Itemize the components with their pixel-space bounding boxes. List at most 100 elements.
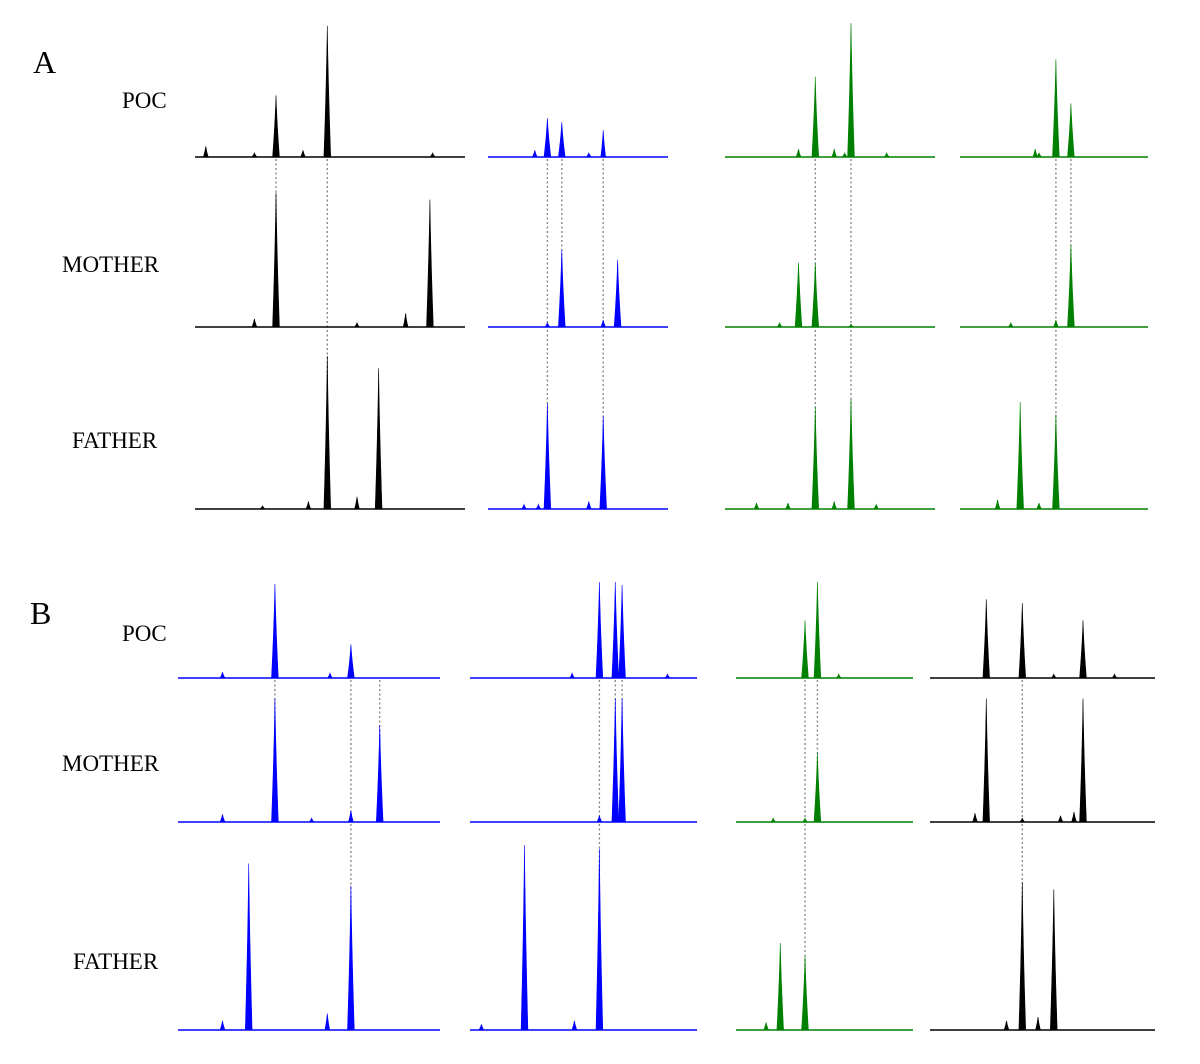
panel-b-col-1-father-peak-3 bbox=[324, 1013, 331, 1031]
panel-a-col-1-mother-peak-3 bbox=[353, 321, 361, 328]
panel-a-col-3-father-peak-5 bbox=[847, 398, 855, 510]
panel-a-col-2-poc-peak-4 bbox=[585, 152, 592, 158]
panel-a-row-label-father: FATHER bbox=[72, 428, 158, 453]
panel-b-col-4-mother-peak-6 bbox=[1079, 698, 1087, 823]
panel-a-col-1-mother-peak-4 bbox=[402, 313, 409, 328]
panel-b-col-1-father-peak-1 bbox=[219, 1020, 226, 1031]
panel-a-col-4-poc-peak-2 bbox=[1032, 148, 1039, 158]
panel-a-col-1-poc-peak-1 bbox=[202, 146, 209, 158]
panel-a-letter: A bbox=[33, 44, 57, 80]
panel-a-col-4-father-peak-4 bbox=[1052, 414, 1060, 510]
panel-a-col-3-mother-peak-4 bbox=[847, 323, 855, 328]
panel-b-col-4-father-peak-3 bbox=[1035, 1016, 1041, 1031]
panel-a-col-2-father-peak-5 bbox=[599, 415, 607, 510]
panel-b-col-1-father-peak-2 bbox=[244, 863, 253, 1031]
panel-a-col-1-father-peak-1 bbox=[259, 505, 266, 510]
panel-a-col-1-father-peak-2 bbox=[305, 501, 312, 510]
panel-b-col-4-mother-peak-4 bbox=[1057, 815, 1064, 823]
panel-a-col-1-poc-peak-5 bbox=[323, 25, 332, 158]
panel-b-col-3-father-peak-3 bbox=[801, 955, 809, 1031]
panel-b-col-2-father-peak-4 bbox=[595, 848, 604, 1031]
panel-b-row-label-father: FATHER bbox=[73, 949, 159, 974]
panel-a-row-label-poc: POC bbox=[122, 88, 167, 113]
panel-b-col-4-mother-peak-2 bbox=[982, 698, 990, 823]
panel-b-col-2-poc-peak-1 bbox=[569, 672, 576, 679]
panel-b-letter: B bbox=[30, 595, 52, 631]
panel-a-row-label-mother: MOTHER bbox=[62, 252, 160, 277]
panel-a-col-3-father-peak-1 bbox=[753, 502, 760, 510]
panel-a-col-3-mother-peak-3 bbox=[811, 262, 820, 328]
panel-a-col-4-father-peak-2 bbox=[1016, 401, 1024, 510]
panel-b-col-4-poc-peak-1 bbox=[982, 599, 990, 679]
panel-b-col-4-mother-peak-5 bbox=[1071, 811, 1077, 823]
panel-a-col-1-mother-peak-5 bbox=[426, 199, 434, 328]
panel-b-col-3-mother-peak-3 bbox=[813, 752, 822, 823]
panel-a-col-3-poc-peak-4 bbox=[841, 152, 848, 158]
panel-a-col-2-mother-peak-2 bbox=[558, 250, 566, 328]
panel-a-col-2-father-peak-2 bbox=[535, 503, 542, 510]
panel-b-col-4-poc-peak-5 bbox=[1111, 673, 1118, 679]
panel-a-col-4-poc-peak-3 bbox=[1052, 59, 1060, 158]
panel-b-col-4-mother-peak-3 bbox=[1019, 817, 1026, 823]
panel-a-col-2-father-peak-1 bbox=[521, 503, 527, 510]
panel-b-col-1-poc-peak-1 bbox=[219, 672, 226, 679]
panel-b-row-label-mother: MOTHER bbox=[62, 751, 160, 776]
panel-a-col-1-poc-peak-2 bbox=[251, 152, 258, 158]
panel-a-col-2-poc-peak-2 bbox=[543, 118, 552, 158]
panel-a-col-1-father-peak-5 bbox=[374, 368, 383, 510]
panel-b-col-2-poc-peak-5 bbox=[664, 673, 671, 679]
panel-a-col-2-father-peak-3 bbox=[543, 403, 552, 510]
panel-a-col-3-poc-peak-5 bbox=[847, 22, 855, 158]
panel-a-col-2-mother-peak-1 bbox=[544, 321, 551, 328]
panel-b-col-2-mother-peak-3 bbox=[618, 698, 626, 823]
panel-b-col-4-mother-peak-1 bbox=[972, 813, 978, 823]
panel-b-row-label-poc: POC bbox=[122, 621, 167, 646]
panel-a-col-4-poc-peak-1 bbox=[1035, 152, 1043, 158]
panel-b-col-4-poc-peak-4 bbox=[1079, 620, 1087, 679]
panel-b-col-2-poc-peak-2 bbox=[595, 581, 604, 679]
traces-layer bbox=[178, 22, 1155, 1031]
panel-b-col-3-poc-peak-1 bbox=[801, 620, 809, 679]
panel-b-col-3-mother-peak-1 bbox=[770, 817, 777, 823]
panel-b-col-2-poc-peak-3 bbox=[611, 581, 620, 679]
panel-a-col-1-poc-peak-4 bbox=[300, 150, 306, 158]
panel-b-col-1-mother-peak-1 bbox=[219, 814, 226, 823]
panel-b-col-3-father-peak-2 bbox=[776, 942, 784, 1031]
panel-b-col-1-poc-peak-4 bbox=[347, 644, 355, 679]
panel-a-col-2-mother-peak-4 bbox=[613, 259, 622, 328]
panel-b-col-4-father-peak-1 bbox=[1003, 1020, 1010, 1031]
panel-a-col-1-poc-peak-6 bbox=[429, 152, 436, 158]
panel-b-col-2-poc-peak-4 bbox=[618, 584, 626, 679]
panel-b-col-1-mother-peak-4 bbox=[348, 810, 354, 823]
panel-a-col-4-poc-peak-4 bbox=[1067, 103, 1075, 158]
panel-a-col-3-father-peak-4 bbox=[831, 501, 838, 510]
panel-b-col-1-poc-peak-3 bbox=[327, 672, 333, 679]
panel-a-col-3-poc-peak-1 bbox=[795, 148, 802, 158]
panel-a-col-3-poc-peak-3 bbox=[831, 148, 838, 158]
panel-a-col-2-poc-peak-5 bbox=[600, 130, 606, 158]
panel-b-col-2-father-peak-2 bbox=[520, 844, 529, 1031]
panel-b-col-3-father-peak-1 bbox=[763, 1022, 769, 1031]
panel-a-col-4-father-peak-1 bbox=[994, 499, 1001, 510]
panel-b-col-2-mother-peak-2 bbox=[611, 698, 620, 823]
panel-a-col-3-poc-peak-2 bbox=[811, 76, 820, 158]
panel-a-col-2-father-peak-4 bbox=[585, 501, 592, 510]
panel-a-col-4-mother-peak-3 bbox=[1067, 244, 1075, 328]
panel-a-col-3-father-peak-6 bbox=[873, 503, 880, 510]
panel-a-col-1-father-peak-3 bbox=[323, 355, 332, 510]
panel-a-col-3-father-peak-2 bbox=[785, 502, 791, 510]
panel-b-col-3-mother-peak-2 bbox=[801, 817, 809, 823]
panel-a-col-2-poc-peak-1 bbox=[531, 150, 538, 158]
panel-b-col-3-poc-peak-3 bbox=[835, 673, 842, 679]
panel-a-col-1-mother-peak-1 bbox=[251, 318, 258, 328]
panel-b-col-4-poc-peak-2 bbox=[1018, 603, 1027, 679]
panel-b-col-1-mother-peak-2 bbox=[271, 698, 279, 823]
panel-a-col-1-mother-peak-2 bbox=[272, 192, 280, 328]
panel-a-col-3-mother-peak-2 bbox=[794, 262, 803, 328]
panel-a-col-3-mother-peak-1 bbox=[776, 321, 783, 328]
panel-b-col-2-father-peak-1 bbox=[478, 1024, 485, 1031]
panel-b-col-3-poc-peak-2 bbox=[813, 581, 822, 679]
panel-a-col-1-father-peak-4 bbox=[354, 496, 360, 510]
panel-b-col-4-poc-peak-3 bbox=[1050, 673, 1057, 679]
